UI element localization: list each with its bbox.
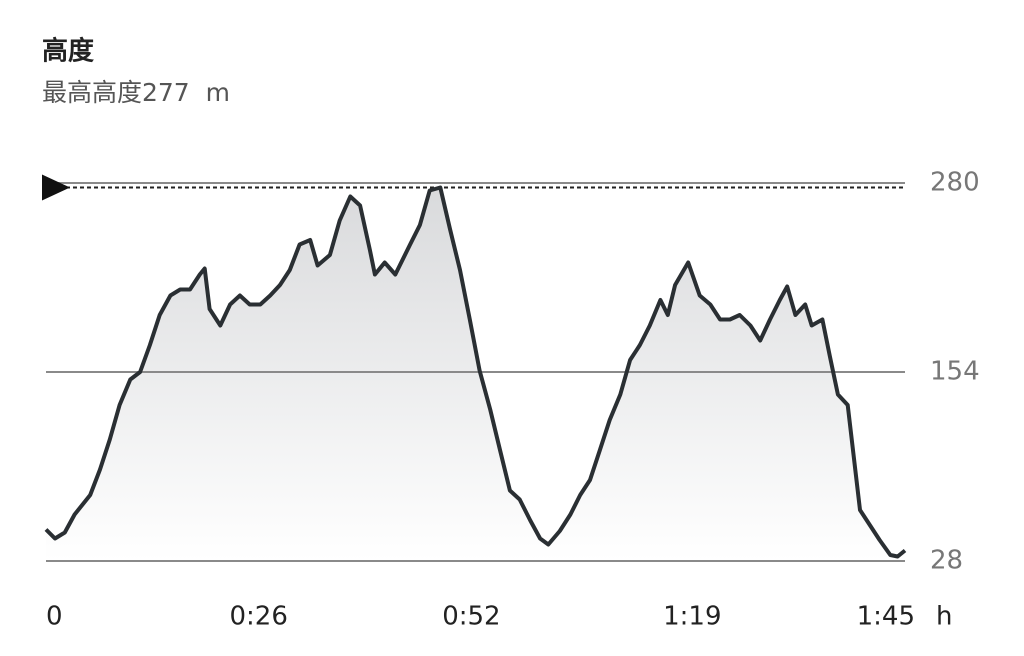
x-tick-label: 0:26 (230, 602, 288, 632)
x-tick-label: 0 (46, 602, 63, 632)
x-tick-label: 1:19 (663, 602, 721, 632)
x-tick-label: 1:45 (857, 602, 915, 632)
chart-title: 高度 (42, 36, 94, 67)
x-unit: h (936, 602, 952, 632)
y-tick-label: 154 (930, 357, 980, 387)
area-fill (46, 187, 905, 561)
chart-subtitle: 最高高度277 m (42, 78, 230, 107)
x-tick-label: 0:52 (442, 602, 500, 632)
line (44, 185, 907, 559)
max-marker (42, 174, 70, 201)
y-tick-label: 28 (930, 546, 963, 576)
y-tick-label: 280 (930, 168, 980, 198)
